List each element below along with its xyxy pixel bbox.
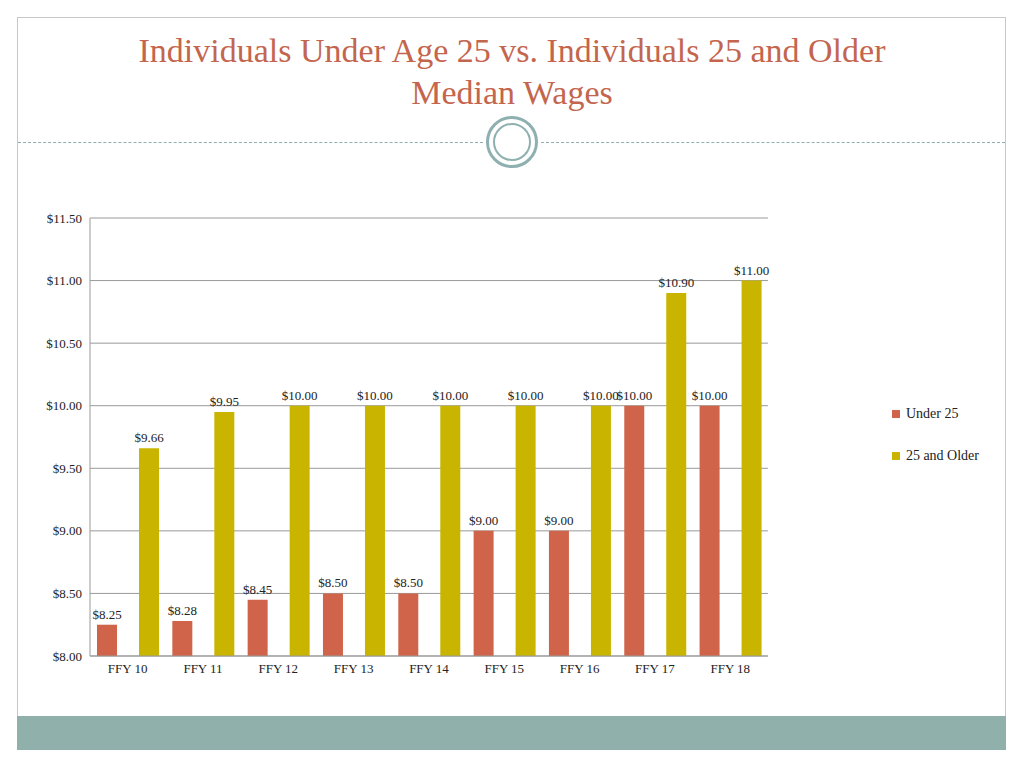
svg-text:$11.00: $11.00: [47, 273, 82, 288]
svg-text:$8.28: $8.28: [168, 603, 197, 618]
svg-text:$8.50: $8.50: [318, 575, 347, 590]
svg-text:FFY 17: FFY 17: [635, 661, 675, 676]
svg-text:FFY 18: FFY 18: [710, 661, 750, 676]
svg-text:$10.50: $10.50: [46, 336, 82, 351]
svg-text:$8.45: $8.45: [243, 582, 272, 597]
svg-text:$11.50: $11.50: [47, 211, 82, 226]
svg-text:FFY 10: FFY 10: [108, 661, 148, 676]
svg-text:$8.00: $8.00: [53, 649, 82, 664]
svg-text:$10.00: $10.00: [508, 388, 544, 403]
svg-text:$9.95: $9.95: [210, 394, 239, 409]
svg-text:FFY 15: FFY 15: [484, 661, 524, 676]
svg-text:$10.00: $10.00: [616, 388, 652, 403]
svg-text:$10.00: $10.00: [46, 398, 82, 413]
svg-text:FFY 13: FFY 13: [334, 661, 374, 676]
svg-text:FFY 11: FFY 11: [183, 661, 222, 676]
svg-text:$10.00: $10.00: [282, 388, 318, 403]
svg-text:$10.00: $10.00: [583, 388, 619, 403]
svg-text:$8.25: $8.25: [92, 607, 121, 622]
svg-text:FFY 14: FFY 14: [409, 661, 449, 676]
svg-text:FFY 12: FFY 12: [258, 661, 298, 676]
html-text:25 and Older: 25 and Older: [905, 448, 979, 463]
svg-text:$9.00: $9.00: [544, 513, 573, 528]
svg-text:$9.50: $9.50: [53, 461, 82, 476]
svg-text:$9.00: $9.00: [469, 513, 498, 528]
svg-text:FFY 16: FFY 16: [560, 661, 600, 676]
svg-text:$10.90: $10.90: [658, 275, 694, 290]
svg-text:$10.00: $10.00: [692, 388, 728, 403]
svg-text:$10.00: $10.00: [432, 388, 468, 403]
html-text:Individuals Under Age 25 vs. I: Individuals Under Age 25 vs. Individuals…: [138, 32, 886, 111]
svg-text:$9.00: $9.00: [53, 523, 82, 538]
svg-text:$10.00: $10.00: [357, 388, 393, 403]
svg-text:$8.50: $8.50: [394, 575, 423, 590]
svg-text:$9.66: $9.66: [134, 430, 164, 445]
svg-text:$8.50: $8.50: [53, 586, 82, 601]
html-text:Under 25: Under 25: [905, 406, 959, 421]
svg-text:$11.00: $11.00: [734, 263, 769, 278]
